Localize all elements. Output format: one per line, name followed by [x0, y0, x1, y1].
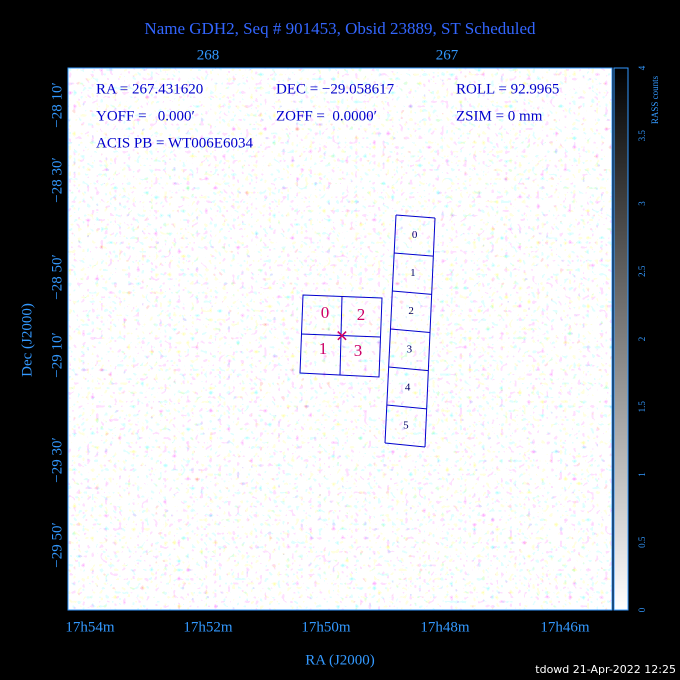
- colorbar-tick-label: 0: [637, 607, 647, 612]
- acis-s-chip-edge: [384, 442, 426, 448]
- title: Name GDH2, Seq # 901453, Obsid 23889, ST…: [144, 19, 536, 38]
- x-axis-label: RA (J2000): [305, 652, 375, 668]
- acis-s-chip-edge: [395, 214, 436, 219]
- colorbar-tick-label: 1.5: [637, 401, 647, 413]
- x-tick-label: 17h52m: [183, 619, 233, 635]
- acis-s-chip-label: 3: [407, 343, 413, 355]
- info-zsim: ZSIM = 0 mm: [456, 108, 543, 124]
- acis-s-chip-edge: [388, 366, 429, 372]
- acis-s-chip-label: 5: [403, 419, 409, 431]
- x-tick-label: 17h54m: [65, 619, 115, 635]
- top-tick-label: 267: [436, 47, 459, 63]
- acis-i-chip-label: 3: [354, 341, 363, 360]
- acis-s-chip-edge: [386, 404, 427, 410]
- info-acis: ACIS PB = WT006E6034: [96, 135, 253, 151]
- colorbar-tick-label: 1: [637, 472, 647, 477]
- colorbar-tick-label: 3: [637, 201, 647, 206]
- info-ra: RA = 267.431620: [96, 81, 203, 97]
- acis-s-side: [384, 214, 397, 444]
- colorbar-tick-label: 0.5: [637, 536, 647, 548]
- overlay: ✕ 0 2 1 3 0 1 2 3 4 5: [299, 214, 436, 448]
- info-roll: ROLL = 92.9965: [456, 81, 559, 97]
- acis-s-chip-label: 4: [405, 381, 411, 393]
- chip-divider: [300, 333, 381, 338]
- y-tick-label: −29 10′: [49, 332, 65, 378]
- info-yoff: YOFF = 0.000′: [96, 108, 195, 124]
- info-zoff: ZOFF = 0.0000′: [276, 108, 377, 124]
- top-tick-label: 268: [197, 47, 220, 63]
- acis-s-side: [424, 217, 436, 448]
- colorbar-tick-label: 2: [637, 337, 647, 342]
- y-tick-label: −28 50′: [49, 254, 65, 300]
- y-tick-label: −29 30′: [49, 437, 65, 483]
- colorbar-tick-label: 4: [637, 65, 647, 70]
- y-tick-label: −29 50′: [49, 522, 65, 568]
- acis-i-chip-label: 1: [319, 339, 328, 358]
- info-dec: DEC = −29.058617: [276, 81, 395, 97]
- y-axis-label: Dec (J2000): [19, 303, 35, 377]
- acis-s-chip-edge: [390, 328, 431, 333]
- colorbar: [613, 67, 629, 611]
- aimpoint: ✕: [335, 329, 348, 346]
- x-tick-label: 17h48m: [420, 619, 470, 635]
- plot-frame: [67, 67, 613, 611]
- x-tick-label: 17h50m: [301, 619, 351, 635]
- acis-i-array: [299, 294, 383, 378]
- acis-s-chip-label: 2: [408, 305, 414, 317]
- y-tick-label: −28 10′: [49, 82, 65, 128]
- acis-i-chip-label: 0: [321, 303, 330, 322]
- acis-s-chip-edge: [392, 290, 432, 295]
- sky-image: [68, 68, 612, 610]
- colorbar-label: RASS counts: [650, 75, 660, 124]
- y-tick-label: −28 30′: [49, 157, 65, 203]
- footer: tdowd 21-Apr-2022 12:25: [535, 663, 676, 676]
- colorbar-tick-label: 2.5: [637, 265, 647, 277]
- x-tick-label: 17h46m: [540, 619, 590, 635]
- acis-s-chip-label: 0: [412, 229, 418, 241]
- acis-s-chip-edge: [394, 252, 434, 257]
- acis-s-chip-label: 1: [410, 267, 416, 279]
- acis-i-chip-label: 2: [357, 305, 366, 324]
- colorbar-tick-label: 3.5: [637, 130, 647, 142]
